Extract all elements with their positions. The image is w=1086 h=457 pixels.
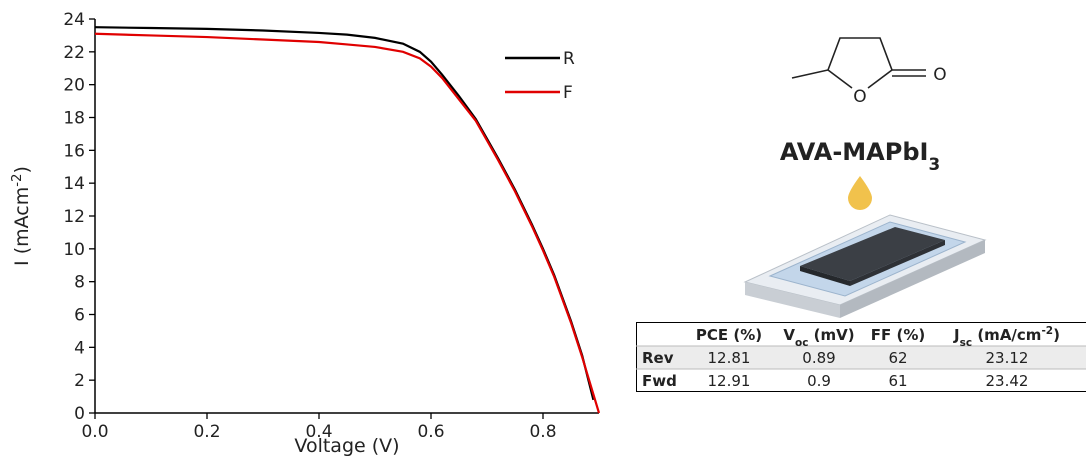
table-border [636,322,1086,392]
y-tick-label: 20 [63,76,85,96]
y-axis-label: I (mAcm-2) [10,166,34,266]
x-tick-label: 0.4 [305,422,332,442]
text-run: PCE (%) [696,326,762,344]
y-tick-label: 10 [63,240,85,260]
text-run: 3 [928,154,940,174]
active-side [850,240,945,286]
atom-label: O [853,87,866,107]
x-tick-label: 0.2 [193,422,220,442]
series-line [94,32,601,414]
atom-label: O [933,65,946,85]
header-cell: Jsc (mA/cm-2) [953,325,1060,349]
text-run: -2 [1041,325,1053,337]
text-run: oc [795,337,808,349]
text-run: ) [1053,326,1060,344]
header-cell: Voc (mV) [783,326,854,349]
active-side [800,266,850,286]
y-tick-label: 14 [63,174,85,194]
row-label: Rev [642,349,674,367]
bond [791,37,893,79]
y-tick-label: 0 [74,404,85,424]
header-cell: FF (%) [871,326,925,344]
y-tick-label: 6 [74,306,85,326]
y-tick-label: 12 [63,207,85,227]
text-run: I (mAcm [11,187,33,266]
text-run: -2 [10,173,25,186]
text-run: (mA/cm [972,326,1041,344]
text-run: FF (%) [871,326,925,344]
compound-label: AVA-MAPbI3 [780,138,940,174]
text-run: (mV) [808,326,854,344]
cell: 23.42 [986,372,1029,390]
bond [867,69,893,89]
text-run: J [953,326,960,344]
series-line [94,26,595,401]
x-tick-label: 0.8 [529,422,556,442]
table: PCE (%) Voc (mV) FF (%) Jsc (mA/cm-2) Rev 12.… [636,322,1086,392]
cell: 0.9 [807,372,831,390]
cell: 62 [888,349,907,367]
y-tick-label: 16 [63,141,85,161]
x-tick-label: 0.0 [81,422,108,442]
row-label: Fwd [642,372,677,390]
substrate-side [840,240,985,318]
cell: 23.12 [986,349,1029,367]
device [743,214,987,318]
x-tick-label: 0.6 [417,422,444,442]
cell: 12.91 [708,372,751,390]
cell: 0.89 [802,349,835,367]
x-axis-label: Voltage (V) [294,435,399,457]
text-run: V [783,326,795,344]
y-tick-label: 2 [74,371,85,391]
legend-label: F [563,83,573,103]
droplet [848,176,872,210]
y-tick-label: 24 [63,10,85,30]
substrate-side [745,282,840,318]
bond [827,69,853,89]
active-layer [800,227,945,281]
text-run: ) [11,166,33,173]
y-tick-label: 4 [74,338,85,358]
y-tick-label: 18 [63,109,85,129]
cell: 12.81 [708,349,751,367]
molecule [791,37,926,89]
y-tick-label: 22 [63,43,85,63]
text-run: AVA-MAPbI [780,138,929,166]
cell: 61 [888,372,907,390]
header-cell: PCE (%) [696,326,762,344]
text-run: sc [960,337,972,349]
y-tick-label: 8 [74,273,85,293]
row-background [636,346,1086,369]
legend-label: R [563,49,575,69]
